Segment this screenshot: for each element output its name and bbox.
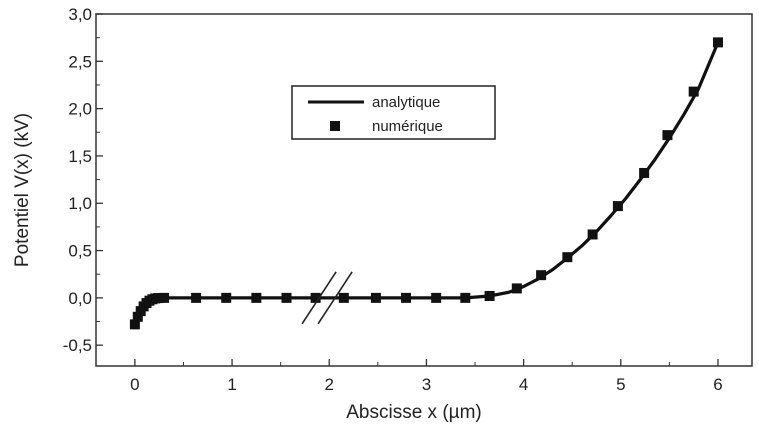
data-point-numerique (612, 201, 623, 212)
axis-break-line (317, 271, 353, 325)
x-tick-label: 6 (713, 375, 722, 394)
y-tick-label: 1,0 (68, 194, 92, 213)
legend-label: analytique (372, 94, 440, 111)
y-tick-label: 0,5 (68, 242, 92, 261)
data-point-numerique (712, 37, 723, 48)
y-axis-title: Potentiel V(x) (kV) (12, 113, 33, 267)
data-point-numerique (639, 167, 650, 178)
x-tick-label: 1 (227, 375, 236, 394)
x-tick-label: 4 (519, 375, 528, 394)
data-point-numerique (310, 292, 321, 303)
data-point-numerique (132, 311, 143, 322)
data-point-numerique (153, 293, 164, 304)
y-tick-label: -0,5 (63, 336, 92, 355)
plot-frame (95, 13, 753, 367)
x-tick-label: 5 (616, 375, 625, 394)
y-tick-label: 3,0 (68, 5, 92, 24)
data-point-numerique (431, 292, 442, 303)
y-tick-label: 1,5 (68, 147, 92, 166)
x-axis-title: Abscisse x (µm) (346, 402, 482, 423)
data-point-numerique (460, 292, 471, 303)
data-point-numerique (251, 292, 262, 303)
data-point-numerique (159, 292, 170, 303)
data-point-numerique (338, 292, 349, 303)
data-point-numerique (688, 86, 699, 97)
data-point-numerique (221, 292, 232, 303)
data-point-numerique (484, 290, 495, 301)
x-tick-label: 2 (325, 375, 334, 394)
data-point-numerique (562, 252, 573, 263)
data-point-numerique (401, 292, 412, 303)
legend-label: numérique (372, 118, 443, 135)
x-tick-label: 0 (130, 375, 139, 394)
data-point-numerique (191, 292, 202, 303)
data-point-numerique (662, 130, 673, 141)
legend-box (291, 85, 496, 140)
y-tick-label: 2,5 (68, 52, 92, 71)
data-point-numerique (536, 270, 547, 281)
data-point-numerique (281, 292, 292, 303)
series-line-analytique (133, 40, 720, 326)
legend-square-swatch (330, 121, 340, 131)
y-tick-label: 2,0 (68, 100, 92, 119)
data-point-numerique (129, 319, 140, 330)
data-point-numerique (511, 283, 522, 294)
data-point-numerique (587, 229, 598, 240)
data-point-numerique (370, 292, 381, 303)
x-tick-label: 3 (422, 375, 431, 394)
axis-break-line (301, 271, 337, 325)
y-tick-label: 0,0 (68, 289, 92, 308)
